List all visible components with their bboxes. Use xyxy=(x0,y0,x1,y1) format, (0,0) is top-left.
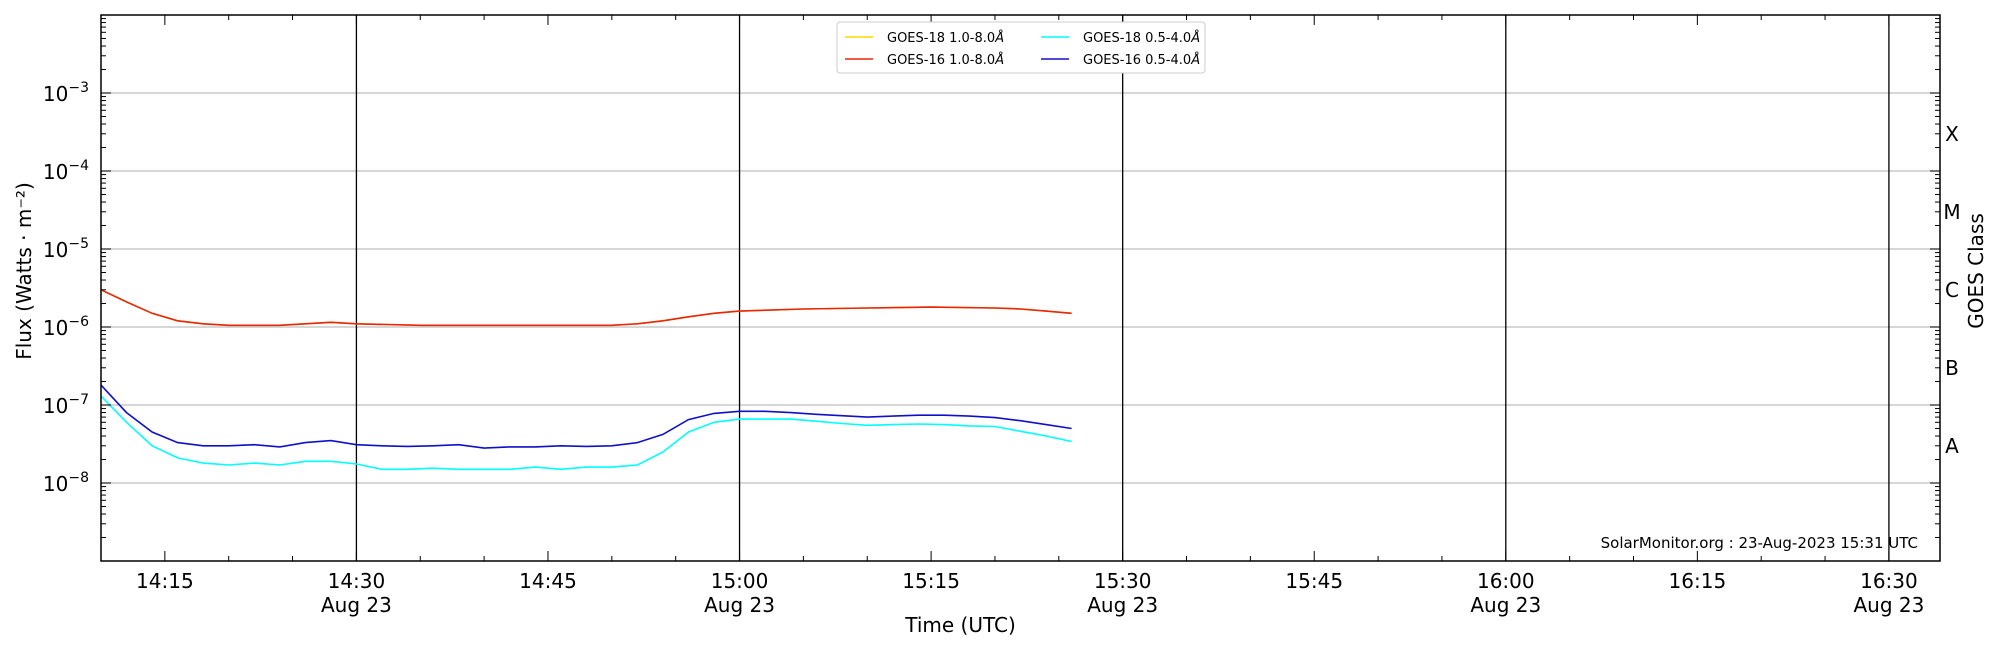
goes-class-m-label: M xyxy=(1943,200,1960,224)
goes-class-labels: A B C M X xyxy=(1943,122,1960,458)
x-tick-label: 15:30 xyxy=(1094,569,1152,593)
x-tick-date-label: Aug 23 xyxy=(1470,593,1541,617)
y-tick-label: 10−8 xyxy=(43,470,89,496)
x-tick-date-label: Aug 23 xyxy=(1853,593,1924,617)
legend-entry: GOES-16 1.0-8.0Å xyxy=(887,52,1004,68)
legend-entry: GOES-18 0.5-4.0Å xyxy=(1083,30,1200,46)
x-tick-label: 16:00 xyxy=(1477,569,1535,593)
y-axis-label: Flux (Watts · m⁻²) xyxy=(12,182,36,360)
plot-frame xyxy=(100,14,1941,562)
x-tick-date-label: Aug 23 xyxy=(1087,593,1158,617)
y-tick-label: 10−7 xyxy=(43,392,89,418)
goes-class-x-label: X xyxy=(1945,122,1959,146)
y-tick-label: 10−5 xyxy=(43,236,89,262)
x-tick-label: 16:15 xyxy=(1669,569,1727,593)
x-tick-label: 14:45 xyxy=(519,569,577,593)
series-line-goes-16-0-5-4-0- xyxy=(100,384,1072,449)
y-tick-label: 10−6 xyxy=(43,314,89,340)
legend: GOES-18 1.0-8.0Å GOES-18 0.5-4.0Å GOES-16 … xyxy=(836,21,1206,74)
x-tick-label: 16:30 xyxy=(1860,569,1918,593)
credit-text: SolarMonitor.org : 23-Aug-2023 15:31 UTC xyxy=(1601,534,1918,552)
legend-box xyxy=(836,21,1206,74)
goes-class-a-label: A xyxy=(1945,434,1959,458)
grid-lines xyxy=(101,92,1940,484)
legend-entry: GOES-16 0.5-4.0Å xyxy=(1083,52,1200,68)
x-tick-label: 14:15 xyxy=(136,569,194,593)
y-axis-ticks: 10−8 10−7 10−6 10−5 10−4 10−3 xyxy=(43,18,1940,562)
goes-class-b-label: B xyxy=(1945,356,1959,380)
day-marker-lines xyxy=(355,15,1890,561)
goes-class-axis-label: GOES Class xyxy=(1964,213,1988,329)
series-line-goes-16-1-0-8-0- xyxy=(100,289,1072,327)
x-tick-label: 14:30 xyxy=(328,569,386,593)
legend-entry: GOES-18 1.0-8.0Å xyxy=(887,30,1004,46)
x-axis-label: Time (UTC) xyxy=(904,613,1016,637)
flux-series xyxy=(100,289,1072,471)
y-tick-label: 10−4 xyxy=(43,158,89,184)
x-tick-label: 15:45 xyxy=(1285,569,1343,593)
x-tick-label: 15:00 xyxy=(711,569,769,593)
x-tick-date-label: Aug 23 xyxy=(704,593,775,617)
goes-class-c-label: C xyxy=(1945,278,1959,302)
y-tick-label: 10−3 xyxy=(43,80,89,106)
series-line-goes-18-0-5-4-0- xyxy=(100,395,1072,471)
x-tick-date-label: Aug 23 xyxy=(321,593,392,617)
x-tick-label: 15:15 xyxy=(902,569,960,593)
